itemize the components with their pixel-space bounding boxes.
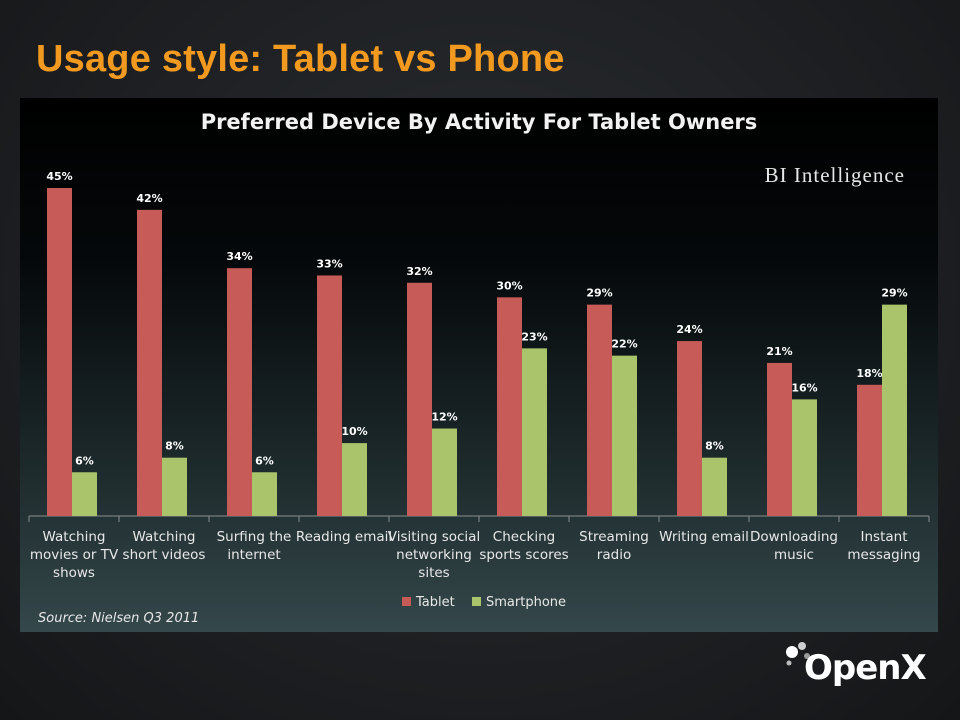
- bar-smartphone-4: [432, 428, 457, 516]
- bar-tablet-7: [677, 341, 702, 516]
- category-label-line: radio: [597, 547, 631, 563]
- category-label-line: Downloading: [750, 529, 838, 545]
- category-label-line: Writing email: [659, 529, 749, 545]
- category-label-7: Writing email: [659, 529, 749, 545]
- data-label-tablet-4: 32%: [406, 265, 432, 278]
- bar-smartphone-8: [792, 399, 817, 516]
- bar-chart: Preferred Device By Activity For Tablet …: [28, 110, 930, 626]
- data-label-smartphone-6: 22%: [611, 338, 637, 351]
- category-label-line: Watching: [133, 529, 196, 545]
- bar-smartphone-1: [162, 457, 187, 516]
- bar-tablet-2: [227, 268, 252, 516]
- data-label-tablet-9: 18%: [856, 367, 882, 380]
- bar-tablet-4: [407, 282, 432, 516]
- bar-tablet-0: [47, 188, 72, 516]
- data-label-tablet-5: 30%: [496, 279, 522, 292]
- chart-title: Preferred Device By Activity For Tablet …: [201, 110, 758, 134]
- data-label-smartphone-7: 8%: [705, 440, 724, 453]
- category-label-4: Visiting social networking sites: [388, 529, 480, 581]
- category-label-line: internet: [227, 547, 280, 563]
- category-label-0: Watching movies or TV shows: [30, 529, 119, 581]
- openx-logo: OpenX: [782, 638, 927, 698]
- bar-smartphone-7: [702, 457, 727, 516]
- source-note: Source: Nielsen Q3 2011: [38, 611, 199, 626]
- category-label-6: Streaming radio: [579, 529, 649, 563]
- category-label-1: Watching short videos: [123, 529, 206, 563]
- category-label-line: music: [774, 547, 814, 563]
- category-label-line: Reading email: [296, 529, 392, 545]
- logo-dots-icon: [786, 642, 810, 666]
- data-label-smartphone-2: 6%: [255, 454, 274, 467]
- category-label-line: Surfing the: [217, 529, 292, 545]
- category-label-3: Reading email: [296, 529, 392, 545]
- category-label-line: shows: [53, 565, 95, 581]
- bar-tablet-8: [767, 362, 792, 516]
- data-label-smartphone-5: 23%: [521, 330, 547, 343]
- category-label-line: movies or TV: [30, 547, 119, 563]
- category-label-line: Checking: [493, 529, 555, 545]
- category-label-5: Checking sports scores: [479, 529, 568, 563]
- data-label-smartphone-9: 29%: [881, 287, 907, 300]
- category-label-line: Watching: [43, 529, 106, 545]
- category-label-2: Surfing the internet: [217, 529, 292, 563]
- bar-tablet-1: [137, 209, 162, 516]
- data-label-smartphone-0: 6%: [75, 454, 94, 467]
- data-label-tablet-6: 29%: [586, 287, 612, 300]
- category-label-8: Downloading music: [750, 529, 838, 563]
- category-label-line: messaging: [847, 547, 920, 563]
- bar-smartphone-0: [72, 472, 97, 516]
- category-label-line: short videos: [123, 547, 206, 563]
- chart-panel: Preferred Device By Activity For Tablet …: [20, 98, 938, 632]
- data-label-smartphone-1: 8%: [165, 440, 184, 453]
- bar-smartphone-9: [882, 304, 907, 516]
- bar-smartphone-3: [342, 443, 367, 516]
- bar-tablet-6: [587, 304, 612, 516]
- category-label-line: sports scores: [479, 547, 568, 563]
- bar-smartphone-5: [522, 348, 547, 516]
- legend-label-smartphone: Smartphone: [486, 595, 566, 610]
- bar-smartphone-2: [252, 472, 277, 516]
- data-label-tablet-2: 34%: [226, 250, 252, 263]
- data-label-smartphone-3: 10%: [341, 425, 367, 438]
- data-label-tablet-3: 33%: [316, 257, 342, 270]
- category-label-line: Streaming: [579, 529, 649, 545]
- slide-title: Usage style: Tablet vs Phone: [36, 38, 565, 80]
- category-label-line: networking: [396, 547, 472, 563]
- data-label-smartphone-8: 16%: [791, 381, 817, 394]
- category-label-line: Visiting social: [388, 529, 480, 545]
- bar-smartphone-6: [612, 355, 637, 516]
- category-label-line: Instant: [861, 529, 908, 545]
- bar-tablet-9: [857, 384, 882, 516]
- data-label-tablet-0: 45%: [46, 170, 72, 183]
- legend-swatch-tablet: [402, 597, 411, 606]
- data-label-smartphone-4: 12%: [431, 411, 457, 424]
- legend-label-tablet: Tablet: [415, 595, 455, 610]
- logo-text: OpenX: [804, 648, 927, 688]
- data-label-tablet-1: 42%: [136, 192, 162, 205]
- category-label-9: Instant messaging: [847, 529, 920, 563]
- data-label-tablet-7: 24%: [676, 323, 702, 336]
- bar-tablet-5: [497, 297, 522, 516]
- bar-tablet-3: [317, 275, 342, 516]
- brand-label: BI Intelligence: [765, 163, 905, 187]
- data-label-tablet-8: 21%: [766, 345, 792, 358]
- category-label-line: sites: [418, 565, 449, 581]
- legend-swatch-smartphone: [472, 597, 481, 606]
